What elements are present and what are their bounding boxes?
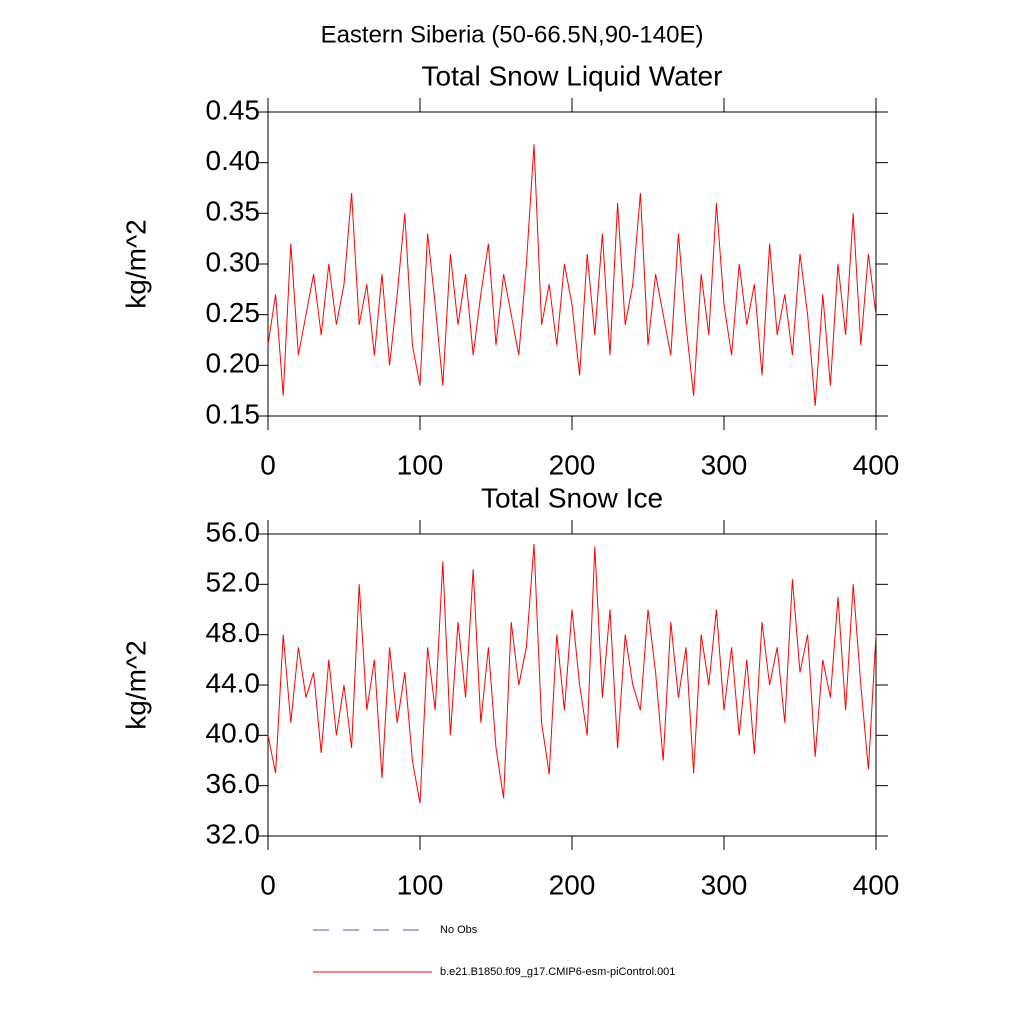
plot-frame bbox=[267, 111, 877, 417]
x-tick-label: 0 bbox=[260, 449, 276, 480]
data-line bbox=[267, 544, 877, 804]
y-tick-label: 0.30 bbox=[206, 246, 261, 277]
y-tick-label: 0.45 bbox=[206, 94, 261, 125]
y-tick-label: 48.0 bbox=[206, 617, 261, 648]
x-tick-label: 200 bbox=[549, 449, 596, 480]
y-tick-label: 32.0 bbox=[206, 818, 261, 849]
y-tick-label: 44.0 bbox=[206, 667, 261, 698]
y-tick-label: 0.35 bbox=[206, 196, 261, 227]
x-tick-label: 300 bbox=[701, 869, 748, 900]
x-tick-label: 200 bbox=[549, 869, 596, 900]
y-axis-label: kg/m^2 bbox=[120, 640, 151, 729]
x-tick-label: 0 bbox=[260, 869, 276, 900]
y-axis-label: kg/m^2 bbox=[120, 219, 151, 308]
y-tick-label: 56.0 bbox=[206, 516, 261, 547]
x-tick-label: 100 bbox=[397, 869, 444, 900]
y-tick-label: 0.40 bbox=[206, 145, 261, 176]
x-tick-label: 400 bbox=[853, 449, 900, 480]
legend-label: No Obs bbox=[440, 924, 478, 936]
y-tick-label: 36.0 bbox=[206, 768, 261, 799]
plot-frame bbox=[267, 533, 877, 837]
y-tick-label: 52.0 bbox=[206, 567, 261, 598]
figure-title: Eastern Siberia (50-66.5N,90-140E) bbox=[321, 21, 704, 48]
panel-title: Total Snow Liquid Water bbox=[422, 60, 723, 91]
y-tick-label: 40.0 bbox=[206, 718, 261, 749]
data-line bbox=[267, 144, 877, 406]
panel-title: Total Snow Ice bbox=[481, 482, 663, 513]
x-tick-label: 400 bbox=[853, 869, 900, 900]
x-tick-label: 100 bbox=[397, 449, 444, 480]
y-tick-label: 0.15 bbox=[206, 398, 261, 429]
y-tick-label: 0.20 bbox=[206, 348, 261, 379]
x-tick-label: 300 bbox=[701, 449, 748, 480]
legend-label: b.e21.B1850.f09_g17.CMIP6-esm-piControl.… bbox=[440, 966, 675, 978]
y-tick-label: 0.25 bbox=[206, 297, 261, 328]
